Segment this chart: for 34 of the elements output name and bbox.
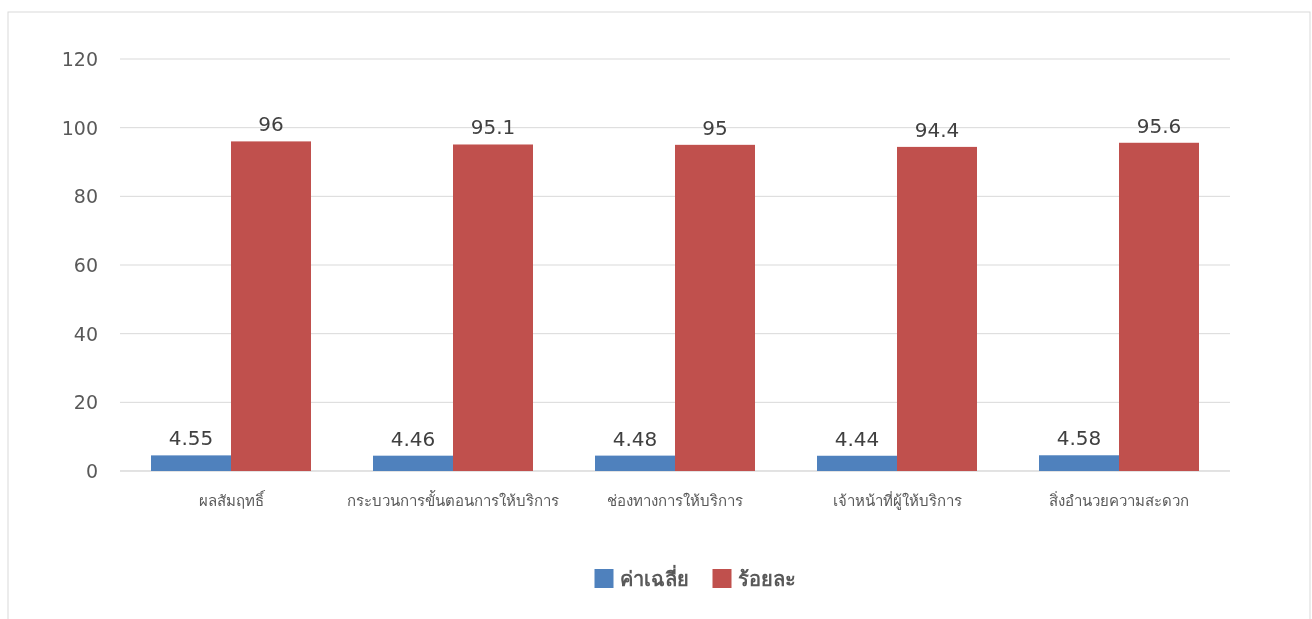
y-tick-label: 120	[61, 48, 98, 70]
data-label: 96	[258, 112, 284, 137]
x-tick-label: ผลสัมฤทธิ์	[198, 490, 266, 510]
bar	[675, 144, 755, 471]
data-label: 4.46	[390, 426, 436, 451]
y-tick-label: 40	[73, 322, 98, 345]
y-tick-label: 0	[85, 460, 98, 482]
bar	[817, 455, 897, 471]
data-label: 4.48	[612, 426, 658, 451]
bar	[453, 144, 533, 471]
data-label: 4.55	[168, 426, 214, 451]
data-label: 95	[702, 115, 728, 140]
bar	[231, 141, 311, 471]
x-tick-label: สิ่งอำนวยความสะดวก	[1049, 490, 1189, 510]
bar	[897, 146, 977, 471]
data-label: 4.58	[1056, 426, 1102, 451]
x-tick-label: กระบวนการขั้นตอนการให้บริการ	[347, 490, 559, 510]
data-label: 95.1	[470, 115, 516, 140]
x-tick-label: เจ้าหน้าที่ผู้ให้บริการ	[832, 490, 962, 510]
data-label: 94.4	[914, 117, 960, 142]
y-tick-label: 60	[73, 254, 98, 276]
bar	[595, 455, 675, 471]
data-label: 95.6	[1136, 113, 1182, 138]
y-tick-label: 20	[73, 391, 98, 414]
y-tick-label: 100	[61, 116, 98, 139]
bar	[1039, 455, 1119, 471]
x-tick-label: ช่องทางการให้บริการ	[607, 492, 743, 510]
bar	[1119, 142, 1199, 471]
data-label: 4.44	[834, 426, 880, 451]
legend-label: ร้อยละ	[737, 567, 796, 591]
bar	[151, 455, 231, 471]
legend-label: ค่าเฉลี่ย	[619, 564, 689, 591]
bar	[373, 455, 453, 471]
y-tick-label: 80	[73, 185, 98, 208]
